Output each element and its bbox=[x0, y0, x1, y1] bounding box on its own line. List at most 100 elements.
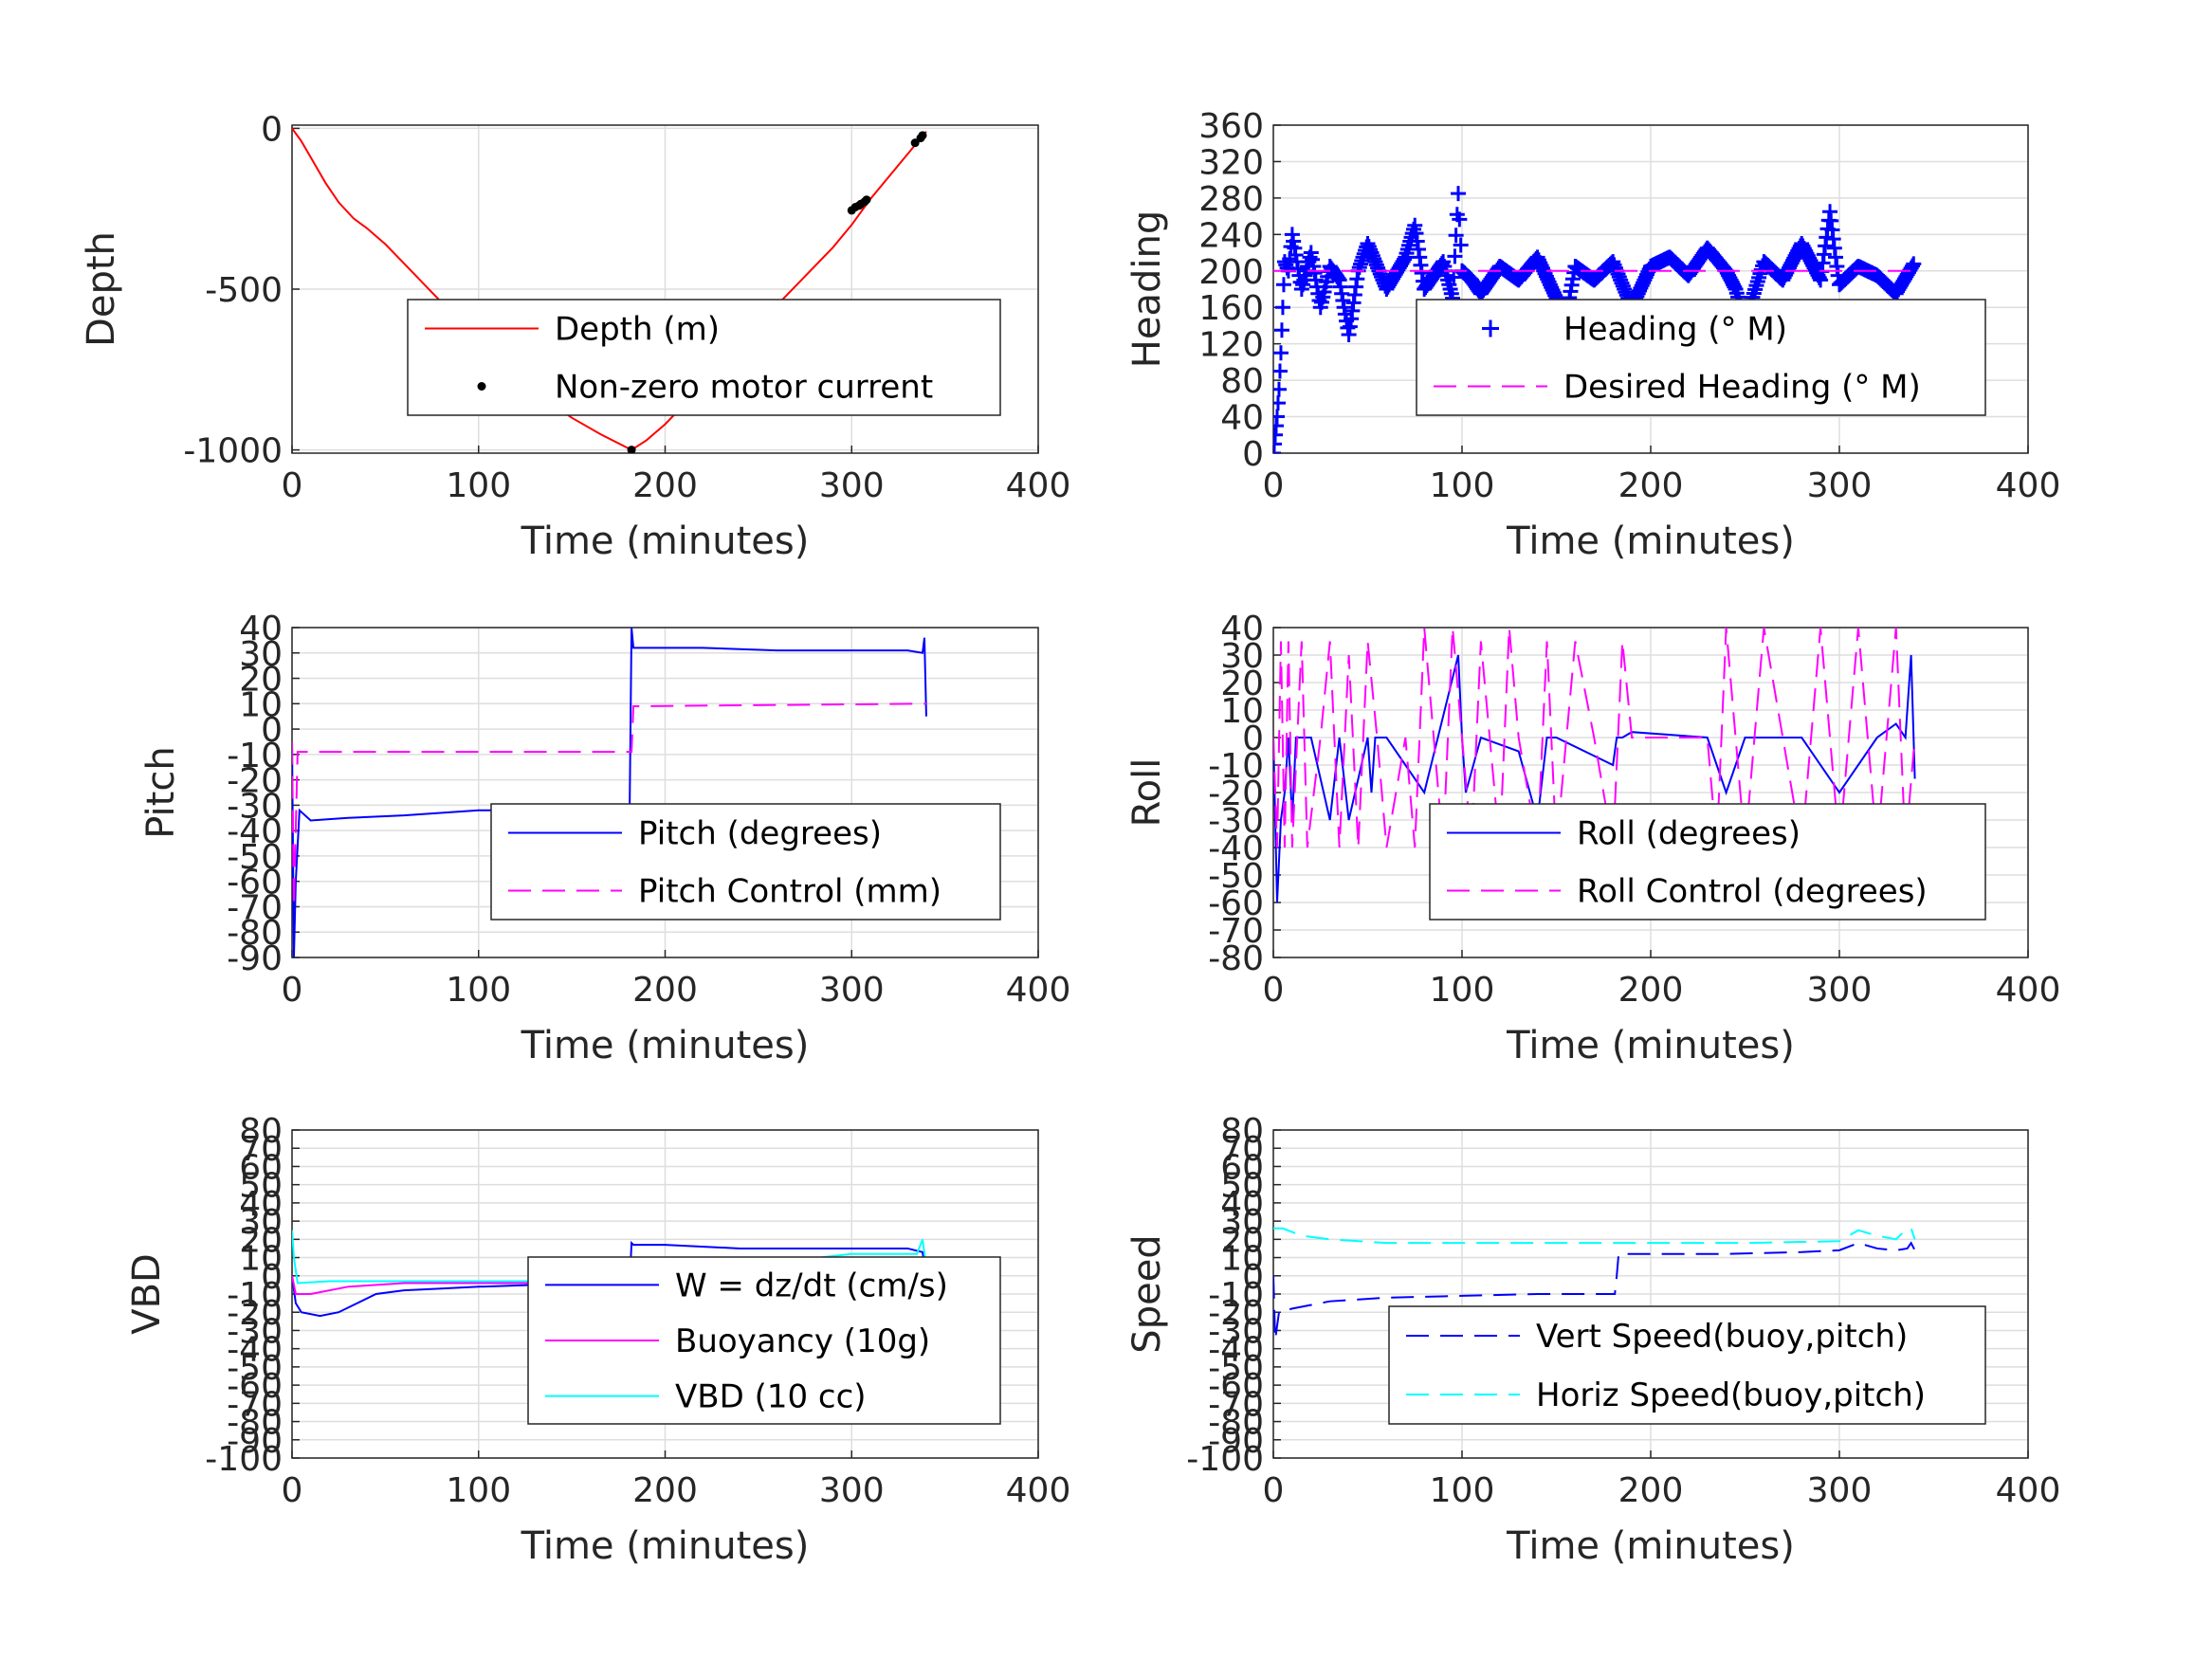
legend-entry: W = dz/dt (cm/s) bbox=[675, 1267, 948, 1304]
y-tick-label: 30 bbox=[1220, 1203, 1264, 1242]
series-line bbox=[1273, 1241, 1916, 1340]
y-tick-label: -80 bbox=[1208, 1404, 1264, 1443]
x-tick-label: 200 bbox=[1618, 466, 1684, 505]
x-tick-label: 0 bbox=[282, 1471, 303, 1510]
y-tick-label: 0 bbox=[261, 1258, 283, 1297]
x-axis-label: Time (minutes) bbox=[1506, 1524, 1795, 1568]
y-tick-label: -30 bbox=[1208, 1312, 1264, 1351]
y-tick-label: 10 bbox=[1220, 1240, 1264, 1279]
x-tick-label: 300 bbox=[819, 466, 885, 505]
y-tick-label: -50 bbox=[1208, 857, 1264, 896]
series-1 bbox=[292, 702, 926, 907]
data-point bbox=[627, 446, 636, 453]
y-tick-label: 70 bbox=[1220, 1130, 1264, 1169]
y-tick-label: 0 bbox=[261, 110, 283, 149]
y-tick-label: 10 bbox=[1220, 692, 1264, 731]
y-tick-label: 40 bbox=[1220, 399, 1264, 438]
legend-entry: Depth (m) bbox=[555, 311, 720, 349]
y-tick-label: 30 bbox=[239, 1203, 283, 1242]
series-1 bbox=[627, 131, 927, 453]
y-tick-label: -30 bbox=[227, 1312, 283, 1351]
y-tick-label: -20 bbox=[1208, 1294, 1264, 1333]
legend-box bbox=[1388, 1305, 1986, 1425]
data-point bbox=[1453, 237, 1469, 253]
data-point bbox=[1273, 345, 1289, 361]
data-point bbox=[918, 131, 927, 140]
y-tick-label: 80 bbox=[1220, 1112, 1264, 1151]
x-tick-label: 400 bbox=[1006, 971, 1071, 1010]
y-tick-label: -40 bbox=[1208, 1331, 1264, 1370]
y-tick-label: 200 bbox=[1198, 253, 1264, 292]
data-point bbox=[1906, 256, 1922, 272]
y-tick-label: -1000 bbox=[183, 432, 283, 471]
x-axis-label: Time (minutes) bbox=[521, 1024, 810, 1067]
legend-box bbox=[407, 299, 1001, 416]
y-tick-label: 40 bbox=[239, 610, 283, 648]
y-tick-label: -90 bbox=[1208, 1422, 1264, 1461]
series-line bbox=[1273, 1227, 1916, 1245]
y-tick-label: -80 bbox=[227, 1404, 283, 1443]
y-tick-label: 0 bbox=[1242, 1258, 1264, 1297]
data-point bbox=[1274, 300, 1290, 316]
y-tick-label: -50 bbox=[1208, 1349, 1264, 1388]
y-tick-label: -60 bbox=[227, 1367, 283, 1406]
y-tick-label: -80 bbox=[227, 914, 283, 953]
y-axis-label: Depth bbox=[80, 231, 123, 347]
y-tick-label: -100 bbox=[1186, 1440, 1264, 1479]
y-tick-label: -30 bbox=[1208, 802, 1264, 841]
x-tick-label: 200 bbox=[632, 466, 698, 505]
y-tick-label: -10 bbox=[1208, 747, 1264, 786]
legend-entry: Desired Heading (° M) bbox=[1563, 369, 1921, 407]
y-tick-label: -10 bbox=[227, 1276, 283, 1315]
y-tick-label: 280 bbox=[1198, 180, 1264, 219]
y-tick-label: 320 bbox=[1198, 143, 1264, 182]
legend: Vert Speed(buoy,pitch) Horiz Speed(buoy,p… bbox=[1388, 1305, 1986, 1425]
y-tick-label: -50 bbox=[227, 1349, 283, 1388]
y-tick-label: 20 bbox=[239, 1221, 283, 1260]
series-0 bbox=[1273, 186, 1922, 453]
legend-entry: Horiz Speed(buoy,pitch) bbox=[1536, 1376, 1926, 1414]
series-0 bbox=[1273, 1241, 1916, 1340]
data-point bbox=[1446, 269, 1462, 285]
chart-depth: 0 100 200 300 400 0 -500 -1000 Time (minutes) Dep… bbox=[80, 110, 1070, 563]
data-point bbox=[1447, 248, 1463, 264]
y-tick-label: -80 bbox=[1208, 939, 1264, 978]
y-tick-label: -10 bbox=[1208, 1276, 1264, 1315]
y-tick-label: 30 bbox=[239, 635, 283, 674]
data-point bbox=[1273, 409, 1285, 425]
y-tick-label: 360 bbox=[1198, 107, 1264, 146]
y-tick-label: -60 bbox=[1208, 884, 1264, 923]
y-tick-label: 160 bbox=[1198, 289, 1264, 328]
y-tick-label: 30 bbox=[1220, 637, 1264, 676]
data-point bbox=[862, 195, 871, 205]
y-tick-label: -90 bbox=[227, 939, 283, 978]
y-tick-label: 0 bbox=[261, 711, 283, 750]
y-tick-label: 70 bbox=[239, 1130, 283, 1169]
y-tick-label: -100 bbox=[205, 1440, 283, 1479]
legend-marker bbox=[477, 382, 486, 391]
x-tick-label: 0 bbox=[282, 971, 303, 1010]
x-tick-label: 300 bbox=[819, 1471, 885, 1510]
x-tick-label: 100 bbox=[1430, 466, 1495, 505]
y-tick-label: 20 bbox=[239, 661, 283, 700]
chart-speed: 0 100 200 300 40080706050403020100-10-20-30-… bbox=[1125, 1112, 2060, 1568]
x-tick-label: 100 bbox=[1430, 1471, 1495, 1510]
series-0 bbox=[292, 628, 927, 957]
x-tick-label: 0 bbox=[1263, 971, 1285, 1010]
y-tick-label: -60 bbox=[227, 864, 283, 902]
legend: Roll (degrees) Roll Control (degrees) bbox=[1429, 803, 1986, 921]
y-tick-label: 40 bbox=[239, 1185, 283, 1224]
y-tick-label: -70 bbox=[227, 888, 283, 927]
data-point bbox=[1273, 322, 1289, 338]
legend-entry: Heading (° M) bbox=[1563, 311, 1787, 349]
legend-box bbox=[1429, 803, 1986, 921]
y-tick-label: 0 bbox=[1242, 720, 1264, 758]
y-tick-label: 0 bbox=[1242, 435, 1264, 474]
legend: Pitch (degrees) Pitch Control (mm) bbox=[490, 803, 1001, 921]
x-tick-label: 200 bbox=[1618, 971, 1684, 1010]
data-point bbox=[910, 138, 920, 148]
y-tick-label: 50 bbox=[1220, 1167, 1264, 1206]
series-line bbox=[292, 702, 926, 907]
y-tick-label: 240 bbox=[1198, 216, 1264, 255]
legend-box bbox=[490, 803, 1001, 921]
